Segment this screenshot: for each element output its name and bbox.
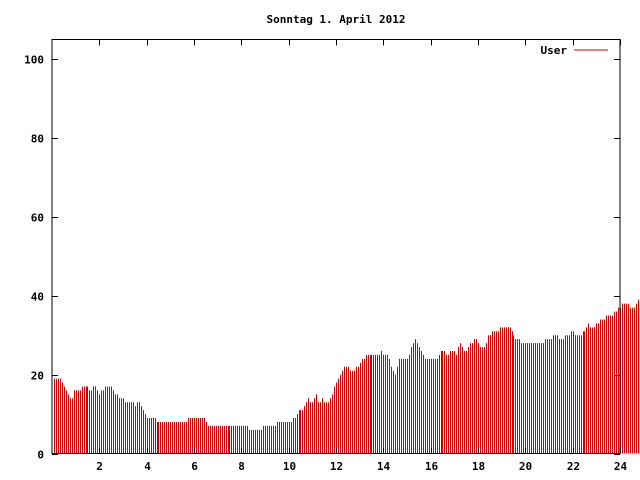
x-tick-label: 4 xyxy=(144,460,151,473)
x-axis: 2 4 6 8 10 12 14 16 18 20 22 24 xyxy=(96,39,628,473)
x-tick-label: 6 xyxy=(191,460,198,473)
y-tick-label: 60 xyxy=(31,212,44,225)
y-tick-label: 0 xyxy=(37,449,44,462)
x-tick-label: 20 xyxy=(519,460,532,473)
y-tick-label: 40 xyxy=(31,291,44,304)
x-tick-label: 10 xyxy=(283,460,296,473)
x-tick-label: 16 xyxy=(425,460,439,473)
y-tick-label: 100 xyxy=(24,54,44,67)
x-tick-label: 8 xyxy=(238,460,245,473)
bar-series-user xyxy=(54,299,639,454)
y-tick-label: 80 xyxy=(31,133,44,146)
plot-frame xyxy=(51,39,621,454)
legend: User xyxy=(541,44,608,57)
x-tick-label: 24 xyxy=(614,460,628,473)
x-tick-label: 14 xyxy=(377,460,391,473)
legend-label: User xyxy=(541,44,568,57)
x-tick-label: 2 xyxy=(96,460,103,473)
x-tick-label: 22 xyxy=(567,460,580,473)
y-axis: 0 20 40 60 80 100 xyxy=(24,54,620,462)
chart-title: Sonntag 1. April 2012 xyxy=(266,13,405,26)
x-tick-label: 18 xyxy=(472,460,485,473)
y-tick-label: 20 xyxy=(31,370,44,383)
x-tick-label: 12 xyxy=(330,460,343,473)
